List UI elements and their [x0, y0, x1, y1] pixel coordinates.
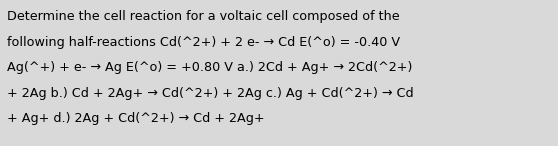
Text: following half-reactions Cd(^2+) + 2 e- → Cd E(^o) = -0.40 V: following half-reactions Cd(^2+) + 2 e- …: [7, 36, 400, 49]
Text: + 2Ag b.) Cd + 2Ag+ → Cd(^2+) + 2Ag c.) Ag + Cd(^2+) → Cd: + 2Ag b.) Cd + 2Ag+ → Cd(^2+) + 2Ag c.) …: [7, 87, 413, 100]
Text: + Ag+ d.) 2Ag + Cd(^2+) → Cd + 2Ag+: + Ag+ d.) 2Ag + Cd(^2+) → Cd + 2Ag+: [7, 112, 264, 125]
Text: Ag(^+) + e- → Ag E(^o) = +0.80 V a.) 2Cd + Ag+ → 2Cd(^2+): Ag(^+) + e- → Ag E(^o) = +0.80 V a.) 2Cd…: [7, 61, 412, 74]
Text: Determine the cell reaction for a voltaic cell composed of the: Determine the cell reaction for a voltai…: [7, 10, 400, 23]
